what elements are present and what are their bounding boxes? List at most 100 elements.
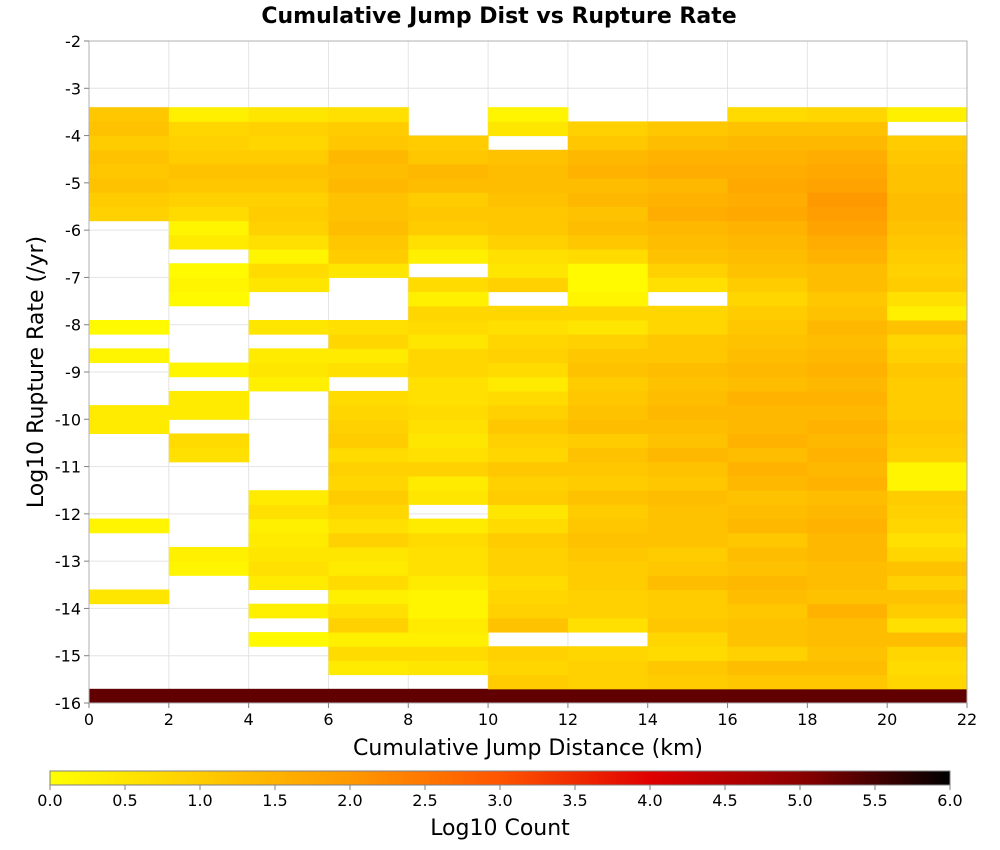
- colorbar-tick-label: 3.5: [562, 791, 587, 810]
- heatmap-cell: [727, 561, 808, 576]
- heatmap-cell: [168, 405, 250, 420]
- heatmap-cell: [887, 461, 968, 477]
- heatmap-cell: [647, 249, 729, 264]
- heatmap-cell: [567, 603, 649, 619]
- colorbar-tick-label: 6.0: [937, 791, 962, 810]
- heatmap-cell: [248, 546, 329, 562]
- heatmap-cell: [168, 135, 250, 151]
- heatmap-cell: [328, 433, 409, 449]
- heatmap-cell: [807, 277, 888, 293]
- heatmap-cell: [567, 546, 649, 562]
- heatmap-cell: [887, 504, 968, 520]
- heatmap-cell: [488, 263, 569, 278]
- heatmap-cell: [248, 107, 329, 122]
- heatmap-cells: [89, 107, 968, 704]
- x-tick-label: 0: [84, 710, 94, 729]
- heatmap-cell: [807, 476, 888, 491]
- x-tick-label: 12: [558, 710, 578, 729]
- heatmap-cell: [887, 419, 968, 434]
- heatmap-cell: [248, 632, 329, 647]
- heatmap-cell: [647, 362, 729, 378]
- heatmap-cell: [168, 149, 250, 165]
- heatmap-cell: [727, 589, 808, 605]
- heatmap-cell: [168, 107, 250, 122]
- heatmap-cell: [887, 433, 968, 449]
- heatmap-cell: [807, 220, 888, 236]
- heatmap-cell: [567, 249, 649, 264]
- heatmap-cell: [567, 121, 649, 137]
- heatmap-cell: [567, 646, 649, 661]
- heatmap-cell: [89, 688, 170, 704]
- heatmap-cell: [567, 277, 649, 293]
- heatmap-cell: [567, 575, 649, 591]
- heatmap-cell: [807, 504, 888, 520]
- heatmap-cell: [887, 688, 968, 704]
- heatmap-cell: [248, 121, 329, 137]
- colorbar-label: Log10 Count: [430, 816, 570, 841]
- heatmap-cell: [727, 447, 808, 463]
- y-tick-label: -4: [65, 127, 81, 146]
- heatmap-cell: [567, 135, 649, 151]
- heatmap-cell: [887, 206, 968, 222]
- heatmap-cell: [408, 646, 489, 661]
- heatmap-cell: [727, 192, 808, 207]
- x-tick-label: 18: [797, 710, 817, 729]
- y-tick-label: -10: [55, 410, 81, 429]
- heatmap-cell: [328, 178, 409, 193]
- heatmap-cell: [887, 319, 968, 335]
- heatmap-cell: [408, 362, 489, 378]
- heatmap-cell: [807, 461, 888, 477]
- heatmap-cell: [727, 405, 808, 420]
- heatmap-cell: [408, 149, 489, 165]
- heatmap-cell: [89, 589, 170, 605]
- heatmap-cell: [488, 433, 569, 449]
- heatmap-cell: [567, 561, 649, 576]
- heatmap-cell: [727, 490, 808, 505]
- heatmap-cell: [328, 319, 409, 335]
- heatmap-cell: [807, 589, 888, 605]
- heatmap-cell: [567, 447, 649, 463]
- heatmap-cell: [488, 674, 569, 690]
- x-tick-label: 6: [323, 710, 333, 729]
- heatmap-cell: [807, 107, 888, 122]
- heatmap-cell: [887, 277, 968, 293]
- heatmap-cell: [408, 319, 489, 335]
- heatmap-cell: [488, 561, 569, 576]
- heatmap-cell: [488, 178, 569, 193]
- heatmap-cell: [408, 603, 489, 619]
- heatmap-cell: [248, 277, 329, 293]
- heatmap-cell: [647, 277, 729, 293]
- y-tick-label: -16: [55, 694, 81, 713]
- heatmap-cell: [248, 163, 329, 179]
- y-tick-label: -5: [65, 174, 81, 193]
- heatmap-cell: [408, 433, 489, 449]
- heatmap-cell: [887, 305, 968, 321]
- heatmap-cell: [887, 660, 968, 676]
- heatmap-cell: [168, 206, 250, 222]
- heatmap-cell: [887, 291, 968, 307]
- heatmap-cell: [887, 135, 968, 151]
- heatmap-cell: [408, 476, 489, 491]
- heatmap-cell: [168, 546, 250, 562]
- heatmap-cell: [408, 249, 489, 264]
- heatmap-cell: [248, 490, 329, 505]
- heatmap-cell: [408, 561, 489, 576]
- heatmap-cell: [567, 504, 649, 520]
- heatmap-cell: [89, 135, 170, 151]
- heatmap-cell: [647, 461, 729, 477]
- heatmap-cell: [89, 405, 170, 420]
- heatmap-cell: [328, 561, 409, 576]
- heatmap-cell: [488, 490, 569, 505]
- heatmap-cell: [248, 319, 329, 335]
- heatmap-cell: [488, 617, 569, 633]
- heatmap-cell: [567, 149, 649, 165]
- heatmap-cell: [408, 334, 489, 349]
- heatmap-cell: [488, 149, 569, 165]
- heatmap-cell: [727, 149, 808, 165]
- heatmap-cell: [567, 348, 649, 364]
- heatmap-cell: [488, 447, 569, 463]
- heatmap-cell: [567, 405, 649, 420]
- heatmap-cell: [807, 433, 888, 449]
- heatmap-cell: [727, 220, 808, 236]
